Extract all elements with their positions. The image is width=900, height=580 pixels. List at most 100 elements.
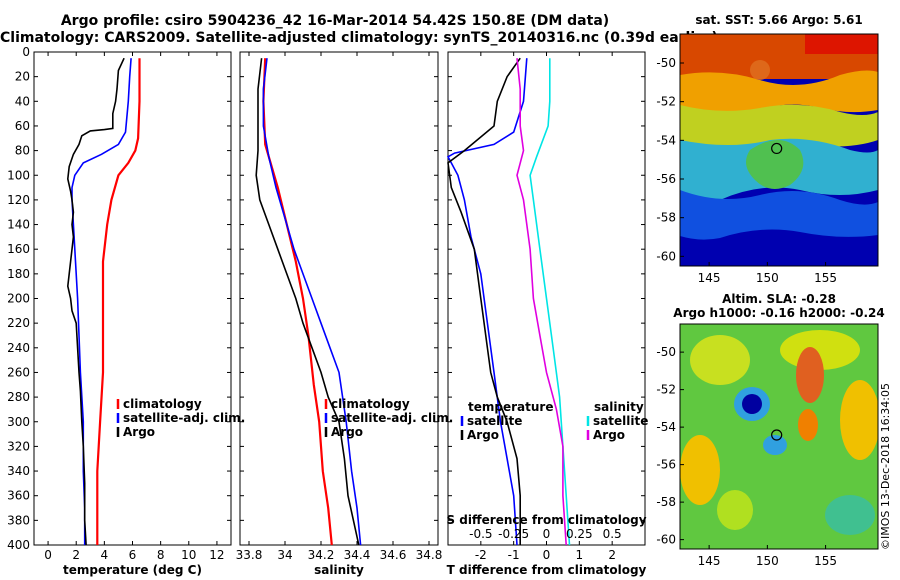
x-tick-label-difference: -2 bbox=[475, 548, 487, 562]
series-line-difference bbox=[447, 57, 521, 545]
y-tick-label: 320 bbox=[7, 439, 30, 453]
sla-y-tick-label: -54 bbox=[656, 420, 676, 434]
x-axis-label-difference: T difference from climatology bbox=[447, 563, 647, 577]
sla-map-frame bbox=[679, 323, 879, 550]
y-tick-label: 200 bbox=[7, 292, 30, 306]
y-tick-label: 260 bbox=[7, 365, 30, 379]
x-tick-label-difference: -1 bbox=[508, 548, 520, 562]
legend-label: Argo bbox=[331, 425, 363, 439]
x-tick-label-salinity: 33.8 bbox=[236, 548, 263, 562]
legend-label: satellite-adj. clim. bbox=[331, 411, 453, 425]
sst-x-tick-label: 150 bbox=[756, 271, 779, 285]
sst-y-tick-label: -60 bbox=[656, 249, 676, 263]
legend-title-temperature: temperature bbox=[468, 400, 553, 414]
x-tick-label-salinity: 34.4 bbox=[344, 548, 371, 562]
x-axis-label-salinity: salinity bbox=[314, 563, 364, 577]
sla-argo-position-marker bbox=[771, 429, 783, 441]
legend-label: satellite bbox=[593, 414, 648, 428]
legend-label: Argo bbox=[593, 428, 625, 442]
series-line-difference bbox=[516, 58, 567, 546]
legend-label: satellite bbox=[467, 414, 522, 428]
sst-y-tick-label: -52 bbox=[656, 95, 676, 109]
top-tick-label: -0.25 bbox=[498, 527, 529, 541]
series-line-temperature bbox=[66, 57, 125, 546]
sst-map-title: sat. SST: 5.66 Argo: 5.61 bbox=[695, 13, 862, 27]
sla-y-tick-label: -50 bbox=[656, 345, 676, 359]
y-tick-label: 20 bbox=[15, 70, 30, 84]
x-tick-label-temperature: 6 bbox=[129, 548, 137, 562]
sst-x-tick-label: 155 bbox=[814, 271, 837, 285]
y-tick-label: 180 bbox=[7, 267, 30, 281]
sla-y-tick-label: -58 bbox=[656, 495, 676, 509]
y-tick-label: 100 bbox=[7, 168, 30, 182]
sla-y-tick-label: -60 bbox=[656, 533, 676, 547]
sla-y-tick-label: -56 bbox=[656, 458, 676, 472]
series-line-salinity bbox=[262, 58, 333, 546]
legend-label: Argo bbox=[467, 428, 499, 442]
series-line-temperature bbox=[96, 58, 141, 545]
title-line1: Argo profile: csiro 5904236_42 16-Mar-20… bbox=[60, 13, 610, 29]
y-tick-label: 340 bbox=[7, 464, 30, 478]
top-tick-label: 0 bbox=[543, 527, 551, 541]
y-tick-label: 400 bbox=[7, 538, 30, 552]
series-line-temperature bbox=[71, 58, 132, 545]
sla-map-title-line2: Argo h1000: -0.16 h2000: -0.24 bbox=[673, 306, 884, 320]
chart-layer: 0204060801001201401601802002202402602803… bbox=[7, 45, 837, 577]
sst-map bbox=[680, 34, 878, 266]
legend-label: climatology bbox=[123, 397, 202, 411]
sla-x-tick-label: 150 bbox=[756, 554, 779, 568]
top-tick-label: 0.5 bbox=[603, 527, 622, 541]
legend-label: climatology bbox=[331, 397, 410, 411]
legend-title-salinity: salinity bbox=[594, 400, 644, 414]
x-axis-label-temperature: temperature (deg C) bbox=[63, 563, 202, 577]
y-tick-label: 160 bbox=[7, 242, 30, 256]
top-tick-label: 0.25 bbox=[566, 527, 593, 541]
x-tick-label-salinity: 34.6 bbox=[380, 548, 407, 562]
imos-stamp: ©IMOS 13-Dec-2018 16:34:05 bbox=[879, 383, 892, 550]
top-tick-label: -0.5 bbox=[469, 527, 492, 541]
y-tick-label: 0 bbox=[22, 45, 30, 59]
sst-y-tick-label: -50 bbox=[656, 56, 676, 70]
sst-y-tick-label: -58 bbox=[656, 211, 676, 225]
legend-label: Argo bbox=[123, 425, 155, 439]
sla-map-title-line1: Altim. SLA: -0.28 bbox=[722, 292, 836, 306]
x-tick-label-difference: 0 bbox=[543, 548, 551, 562]
x-tick-label-temperature: 10 bbox=[181, 548, 196, 562]
x-tick-label-difference: 1 bbox=[576, 548, 584, 562]
y-tick-label: 60 bbox=[15, 119, 30, 133]
legend-label: satellite-adj. clim. bbox=[123, 411, 245, 425]
plot-frame-temperature bbox=[33, 51, 232, 546]
x-axis-label-top: S difference from climatology bbox=[446, 513, 646, 527]
y-tick-label: 280 bbox=[7, 390, 30, 404]
series-line-difference bbox=[446, 58, 528, 546]
x-tick-label-temperature: 2 bbox=[72, 548, 80, 562]
y-tick-label: 40 bbox=[15, 94, 30, 108]
y-tick-label: 140 bbox=[7, 218, 30, 232]
sst-map-frame bbox=[679, 33, 879, 267]
y-tick-label: 300 bbox=[7, 415, 30, 429]
y-tick-label: 220 bbox=[7, 316, 30, 330]
y-tick-label: 380 bbox=[7, 513, 30, 527]
x-tick-label-salinity: 34.8 bbox=[416, 548, 443, 562]
x-tick-label-temperature: 0 bbox=[44, 548, 52, 562]
x-tick-label-temperature: 12 bbox=[209, 548, 224, 562]
sst-argo-position-marker bbox=[771, 142, 783, 155]
sst-y-tick-label: -54 bbox=[656, 133, 676, 147]
series-line-salinity bbox=[262, 58, 362, 546]
y-tick-label: 240 bbox=[7, 341, 30, 355]
y-tick-label: 360 bbox=[7, 489, 30, 503]
x-tick-label-salinity: 34.2 bbox=[308, 548, 335, 562]
sla-y-tick-label: -52 bbox=[656, 383, 676, 397]
x-tick-label-temperature: 8 bbox=[157, 548, 165, 562]
sla-map bbox=[680, 324, 878, 549]
sst-x-tick-label: 145 bbox=[698, 271, 721, 285]
plot-frame-salinity bbox=[239, 51, 439, 546]
x-tick-label-salinity: 34 bbox=[277, 548, 292, 562]
sla-x-tick-label: 145 bbox=[698, 554, 721, 568]
sla-x-tick-label: 155 bbox=[814, 554, 837, 568]
y-tick-label: 80 bbox=[15, 144, 30, 158]
x-tick-label-difference: 2 bbox=[608, 548, 616, 562]
series-line-salinity bbox=[255, 58, 360, 546]
y-tick-label: 120 bbox=[7, 193, 30, 207]
